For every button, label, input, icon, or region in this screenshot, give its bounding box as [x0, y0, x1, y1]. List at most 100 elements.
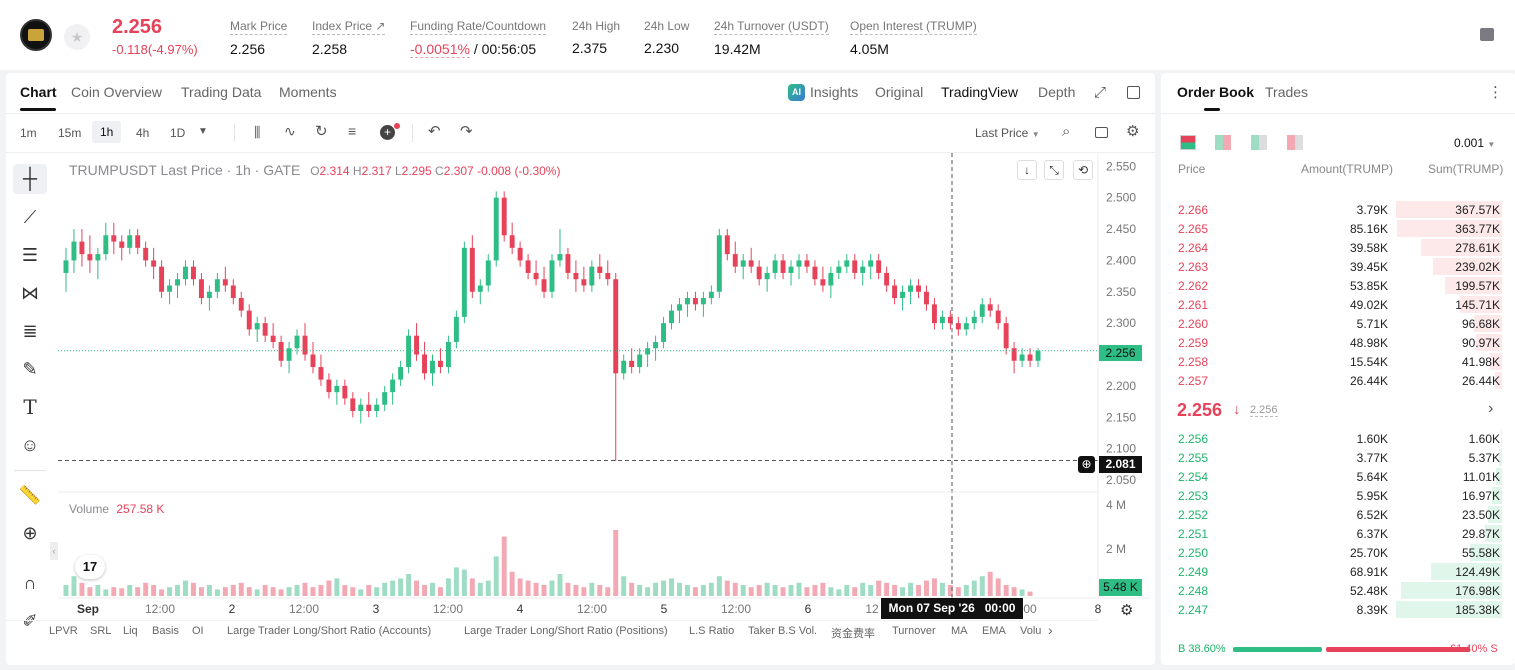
order-book-row[interactable]: 2.248 52.48K 176.98K: [1176, 581, 1502, 600]
tab-depth[interactable]: Depth: [1038, 84, 1076, 100]
order-book-row[interactable]: 2.256 1.60K 1.60K: [1176, 429, 1502, 448]
stat-label[interactable]: Funding Rate/Countdown: [410, 19, 547, 35]
pattern-icon[interactable]: ⋈: [21, 283, 39, 303]
stat-label[interactable]: Index Price ↗: [312, 19, 386, 35]
interval-dropdown-icon[interactable]: ▼: [198, 126, 208, 137]
mid-mark-price[interactable]: 2.256: [1250, 404, 1278, 417]
collapse-icon[interactable]: ⤡: [1044, 160, 1064, 180]
tab-chart[interactable]: Chart: [20, 84, 57, 100]
order-book-row[interactable]: 2.266 3.79K 367.57K: [1176, 200, 1502, 219]
text-tool-icon[interactable]: T: [23, 395, 37, 419]
pencil-lock-icon[interactable]: ✐: [22, 611, 38, 631]
favorite-star-icon[interactable]: ★: [64, 24, 90, 50]
view-bids-icon[interactable]: [1251, 135, 1267, 150]
indicator-large-trader-positions[interactable]: Large Trader Long/Short Ratio (Positions…: [464, 625, 668, 637]
ruler-icon[interactable]: 📏: [18, 485, 42, 505]
interval-1m[interactable]: 1m: [20, 126, 37, 140]
order-book-row[interactable]: 2.259 48.98K 90.97K: [1176, 333, 1502, 352]
more-menu-icon[interactable]: ⋮: [1488, 84, 1503, 101]
stat-label[interactable]: Open Interest (TRUMP): [850, 19, 977, 35]
view-split-icon[interactable]: [1215, 135, 1231, 150]
tab-trading-data[interactable]: Trading Data: [181, 84, 262, 100]
view-both-icon[interactable]: [1180, 135, 1196, 150]
chevron-right-icon[interactable]: ›: [1048, 622, 1053, 638]
crosshair-icon[interactable]: ┼: [13, 164, 47, 194]
indicator-ls-ratio[interactable]: L.S Ratio: [689, 625, 735, 637]
precision-select[interactable]: 0.001 ▼: [1454, 136, 1496, 150]
interval-1h[interactable]: 1h: [92, 121, 122, 143]
tab-insights[interactable]: Insights: [810, 84, 859, 100]
stat-label[interactable]: 24h Turnover (USDT): [714, 19, 829, 35]
horizontal-lines-icon[interactable]: ☰: [21, 245, 39, 265]
zoom-in-icon[interactable]: ⊕: [22, 523, 38, 543]
crosshair-add-icon[interactable]: ⊕: [1078, 456, 1095, 473]
order-book-row[interactable]: 2.261 49.02K 145.71K: [1176, 295, 1502, 314]
book-icon[interactable]: [1480, 28, 1494, 41]
order-book-row[interactable]: 2.264 39.58K 278.61K: [1176, 238, 1502, 257]
order-book-row[interactable]: 2.262 53.85K 199.57K: [1176, 276, 1502, 295]
indicator-volume[interactable]: Volu: [1020, 625, 1042, 637]
order-book-row[interactable]: 2.251 6.37K 29.87K: [1176, 524, 1502, 543]
layout-icon[interactable]: [1127, 86, 1140, 99]
order-book-row[interactable]: 2.255 3.77K 5.37K: [1176, 448, 1502, 467]
indicator-srl[interactable]: SRL: [90, 625, 112, 637]
collapse-toolbar-icon[interactable]: ‹: [50, 542, 58, 560]
order-book-row[interactable]: 2.263 39.45K 239.02K: [1176, 257, 1502, 276]
settings-gear-icon[interactable]: ⚙: [1126, 123, 1140, 140]
magnet-icon[interactable]: ∩: [23, 573, 37, 593]
tab-coin-overview[interactable]: Coin Overview: [71, 84, 163, 100]
price-type-select[interactable]: Last Price ▼: [975, 126, 1040, 140]
fib-icon[interactable]: ≣: [22, 321, 38, 341]
order-book-row[interactable]: 2.265 85.16K 363.77K: [1176, 219, 1502, 238]
order-book-row[interactable]: 2.250 25.70K 55.58K: [1176, 543, 1502, 562]
order-book-row[interactable]: 2.249 68.91K 124.49K: [1176, 562, 1502, 581]
indicator-basis[interactable]: Basis: [152, 625, 179, 637]
order-book-row[interactable]: 2.252 6.52K 23.50K: [1176, 505, 1502, 524]
tab-order-book[interactable]: Order Book: [1177, 84, 1255, 100]
indicator-oi[interactable]: OI: [192, 625, 204, 637]
indicator-large-trader-accounts[interactable]: Large Trader Long/Short Ratio (Accounts): [227, 625, 432, 637]
order-book-row[interactable]: 2.260 5.71K 96.68K: [1176, 314, 1502, 333]
indicator-funding-rate[interactable]: 资金费率: [831, 628, 875, 640]
indicators-icon[interactable]: ∿: [284, 123, 296, 139]
symbol-title[interactable]: TRUMPUSDT Last Price · 1h · GATE: [69, 162, 301, 178]
indicator-liq[interactable]: Liq: [123, 625, 138, 637]
add-alert-icon[interactable]: +: [380, 125, 395, 140]
stat-label[interactable]: Mark Price: [230, 19, 288, 35]
tab-tradingview[interactable]: TradingView: [941, 84, 1019, 100]
scroll-down-icon[interactable]: ↓: [1017, 160, 1037, 180]
indicator-ma[interactable]: MA: [951, 625, 968, 637]
order-book-row[interactable]: 2.257 26.44K 26.44K: [1176, 371, 1502, 390]
camera-icon[interactable]: [1095, 127, 1108, 138]
indicator-taker-vol[interactable]: Taker B.S Vol.: [748, 625, 818, 637]
undo-icon[interactable]: ↶: [428, 123, 441, 140]
tab-trades[interactable]: Trades: [1265, 84, 1309, 100]
emoji-icon[interactable]: ☺: [20, 435, 40, 455]
chart-settings-icon[interactable]: ⚙: [1120, 602, 1134, 619]
indicator-ema[interactable]: EMA: [982, 625, 1006, 637]
tradingview-logo[interactable]: 17: [75, 555, 105, 579]
brush-icon[interactable]: ✎: [22, 359, 38, 379]
candle-type-icon[interactable]: ⫼: [254, 124, 261, 140]
indicator-lpvr[interactable]: LPVR: [49, 625, 78, 637]
chevron-right-icon[interactable]: ›: [1488, 400, 1494, 417]
order-book-row[interactable]: 2.254 5.64K 11.01K: [1176, 467, 1502, 486]
tab-moments[interactable]: Moments: [279, 84, 337, 100]
view-asks-icon[interactable]: [1287, 135, 1303, 150]
tab-original[interactable]: Original: [875, 84, 924, 100]
interval-4h[interactable]: 4h: [136, 126, 150, 140]
indicator-turnover[interactable]: Turnover: [892, 625, 936, 637]
search-icon[interactable]: ⌕: [1062, 123, 1071, 140]
fullscreen-toggle-icon[interactable]: ⟲: [1073, 160, 1093, 180]
expand-icon[interactable]: ⤢: [1094, 84, 1107, 101]
order-book-row[interactable]: 2.253 5.95K 16.97K: [1176, 486, 1502, 505]
order-book-row[interactable]: 2.258 15.54K 41.98K: [1176, 352, 1502, 371]
templates-icon[interactable]: ≡: [348, 123, 357, 139]
trend-line-icon[interactable]: ⟋: [23, 207, 37, 227]
compare-icon[interactable]: ↻: [315, 123, 328, 140]
funding-rate[interactable]: -0.0051%: [410, 41, 470, 58]
interval-15m[interactable]: 15m: [58, 126, 82, 140]
interval-1d[interactable]: 1D: [170, 126, 186, 140]
order-book-row[interactable]: 2.247 8.39K 185.38K: [1176, 600, 1502, 619]
